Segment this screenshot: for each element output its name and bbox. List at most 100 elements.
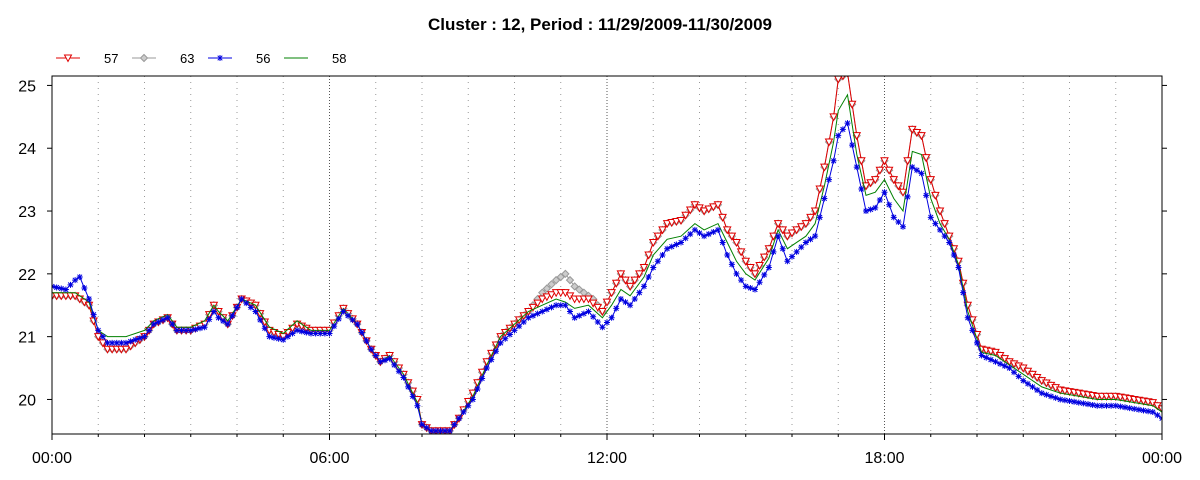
- data-point: [778, 226, 788, 235]
- data-point: [894, 182, 903, 191]
- data-point: [793, 248, 800, 255]
- data-point: [224, 321, 231, 328]
- data-point: [565, 275, 575, 285]
- data-point: [220, 317, 227, 324]
- data-point: [687, 231, 694, 238]
- data-point: [1145, 408, 1152, 415]
- data-point: [451, 421, 458, 428]
- data-point: [645, 273, 652, 280]
- y-tick-label: 20: [18, 392, 36, 409]
- data-point: [1173, 418, 1179, 424]
- data-point: [493, 348, 499, 355]
- data-point: [542, 284, 552, 293]
- data-point: [428, 427, 435, 434]
- data-point: [1191, 413, 1198, 420]
- data-point: [903, 157, 912, 166]
- data-point: [676, 216, 686, 226]
- data-point: [121, 345, 131, 354]
- data-point: [255, 310, 265, 319]
- data-point: [667, 219, 677, 228]
- data-point: [1172, 409, 1179, 416]
- data-point: [889, 176, 899, 185]
- data-point: [741, 257, 751, 266]
- data-point: [1186, 412, 1193, 419]
- data-point: [1157, 405, 1162, 414]
- data-point: [1043, 391, 1050, 398]
- data-point: [974, 339, 980, 346]
- y-tick-label: 22: [18, 267, 36, 284]
- data-point: [502, 335, 509, 342]
- data-point: [118, 339, 125, 346]
- data-point: [132, 336, 139, 343]
- data-point: [641, 283, 647, 290]
- data-point: [1186, 412, 1193, 419]
- data-point: [1112, 402, 1119, 409]
- data-point: [1052, 394, 1059, 401]
- legend-entry-56: 56: [208, 51, 270, 66]
- data-point: [682, 235, 689, 242]
- data-point: [926, 176, 936, 185]
- data-point: [960, 289, 967, 296]
- data-point: [621, 276, 630, 285]
- data-point: [169, 321, 176, 328]
- data-point: [747, 284, 754, 291]
- data-point: [386, 355, 393, 362]
- data-point: [543, 306, 550, 313]
- data-point: [826, 176, 832, 183]
- series-layer: [52, 76, 1198, 434]
- data-point: [863, 208, 869, 215]
- data-point: [631, 295, 638, 302]
- data-point: [52, 292, 57, 301]
- data-point: [895, 219, 902, 226]
- data-point: [691, 226, 698, 233]
- data-point: [648, 238, 658, 247]
- data-point: [872, 204, 879, 211]
- data-point: [815, 185, 825, 194]
- data-point: [616, 270, 626, 279]
- data-point: [1089, 401, 1096, 408]
- data-point: [525, 314, 532, 321]
- data-point: [821, 195, 828, 202]
- data-point: [1108, 402, 1115, 409]
- data-point: [857, 157, 866, 166]
- data-point: [204, 311, 214, 320]
- data-point: [312, 330, 319, 337]
- data-point: [875, 166, 885, 175]
- data-point: [709, 203, 718, 212]
- data-point: [654, 258, 661, 265]
- data-point: [662, 220, 672, 229]
- data-point: [187, 327, 194, 334]
- data-point: [824, 138, 834, 147]
- data-point: [1163, 407, 1170, 414]
- data-point: [978, 352, 985, 359]
- data-point: [1057, 396, 1064, 403]
- data-point: [1006, 365, 1013, 372]
- data-point: [247, 304, 254, 311]
- data-point: [1168, 407, 1175, 414]
- data-point: [1038, 390, 1045, 397]
- data-point: [409, 393, 416, 400]
- data-point: [423, 424, 430, 431]
- data-point: [537, 295, 547, 304]
- data-point: [866, 179, 875, 188]
- data-point: [511, 327, 518, 334]
- data-point: [303, 329, 310, 336]
- data-point: [271, 334, 277, 341]
- data-point: [266, 333, 273, 340]
- data-point: [756, 279, 763, 286]
- legend-label: 63: [180, 51, 194, 66]
- data-point: [625, 282, 635, 291]
- data-point: [940, 220, 949, 229]
- data-point: [727, 232, 737, 241]
- x-tick-label: 00:00: [1142, 450, 1182, 467]
- data-point: [955, 264, 962, 271]
- data-point: [1085, 401, 1091, 408]
- data-point: [164, 314, 171, 321]
- data-point: [567, 308, 573, 315]
- data-point: [547, 280, 556, 289]
- data-point: [217, 55, 223, 61]
- data-point: [602, 298, 612, 307]
- data-point: [340, 308, 347, 315]
- data-point: [1098, 402, 1105, 409]
- data-point: [909, 164, 916, 171]
